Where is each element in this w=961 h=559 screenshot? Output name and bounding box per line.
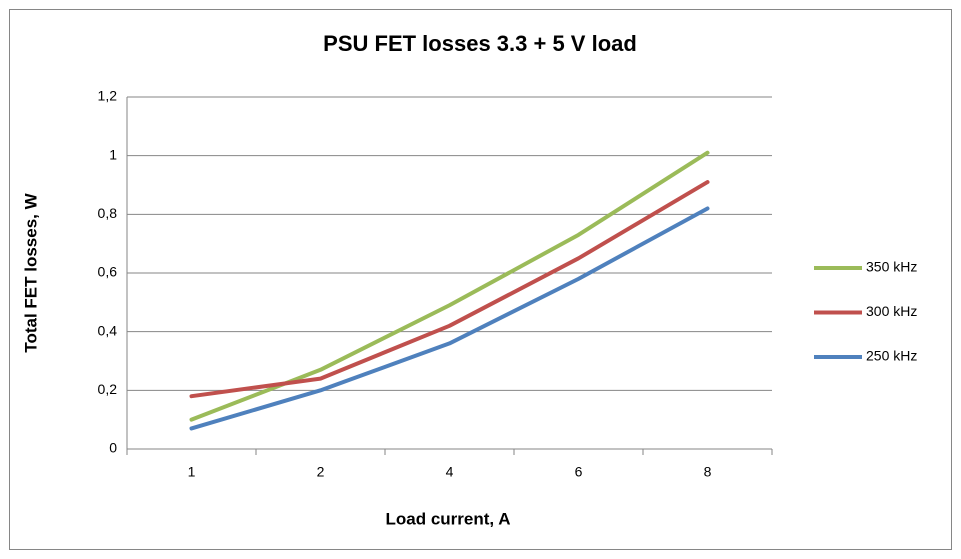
- x-tick-label: 8: [704, 464, 712, 480]
- y-tick-label: 0: [109, 440, 117, 456]
- legend-label: 300 kHz: [866, 303, 917, 319]
- chart-border: [9, 9, 952, 550]
- series-line: [189, 206, 710, 431]
- x-tick-label: 6: [575, 464, 583, 480]
- x-tick-label: 2: [317, 464, 325, 480]
- y-tick-label: 0,6: [98, 264, 118, 280]
- legend-label: 350 kHz: [866, 259, 917, 275]
- chart-title: PSU FET losses 3.3 + 5 V load: [323, 31, 637, 56]
- y-tick-label: 1,2: [98, 88, 118, 104]
- y-axis-label: Total FET losses, W: [21, 192, 40, 352]
- y-tick-label: 0,2: [98, 381, 118, 397]
- y-tick-label: 0,4: [98, 322, 118, 338]
- y-tick-label: 0,8: [98, 205, 118, 221]
- x-tick-label: 1: [188, 464, 196, 480]
- x-tick-label: 4: [446, 464, 454, 480]
- x-axis-label: Load current, A: [386, 509, 511, 528]
- y-tick-label: 1: [109, 146, 117, 162]
- series-line: [189, 180, 710, 399]
- legend-label: 250 kHz: [866, 348, 917, 364]
